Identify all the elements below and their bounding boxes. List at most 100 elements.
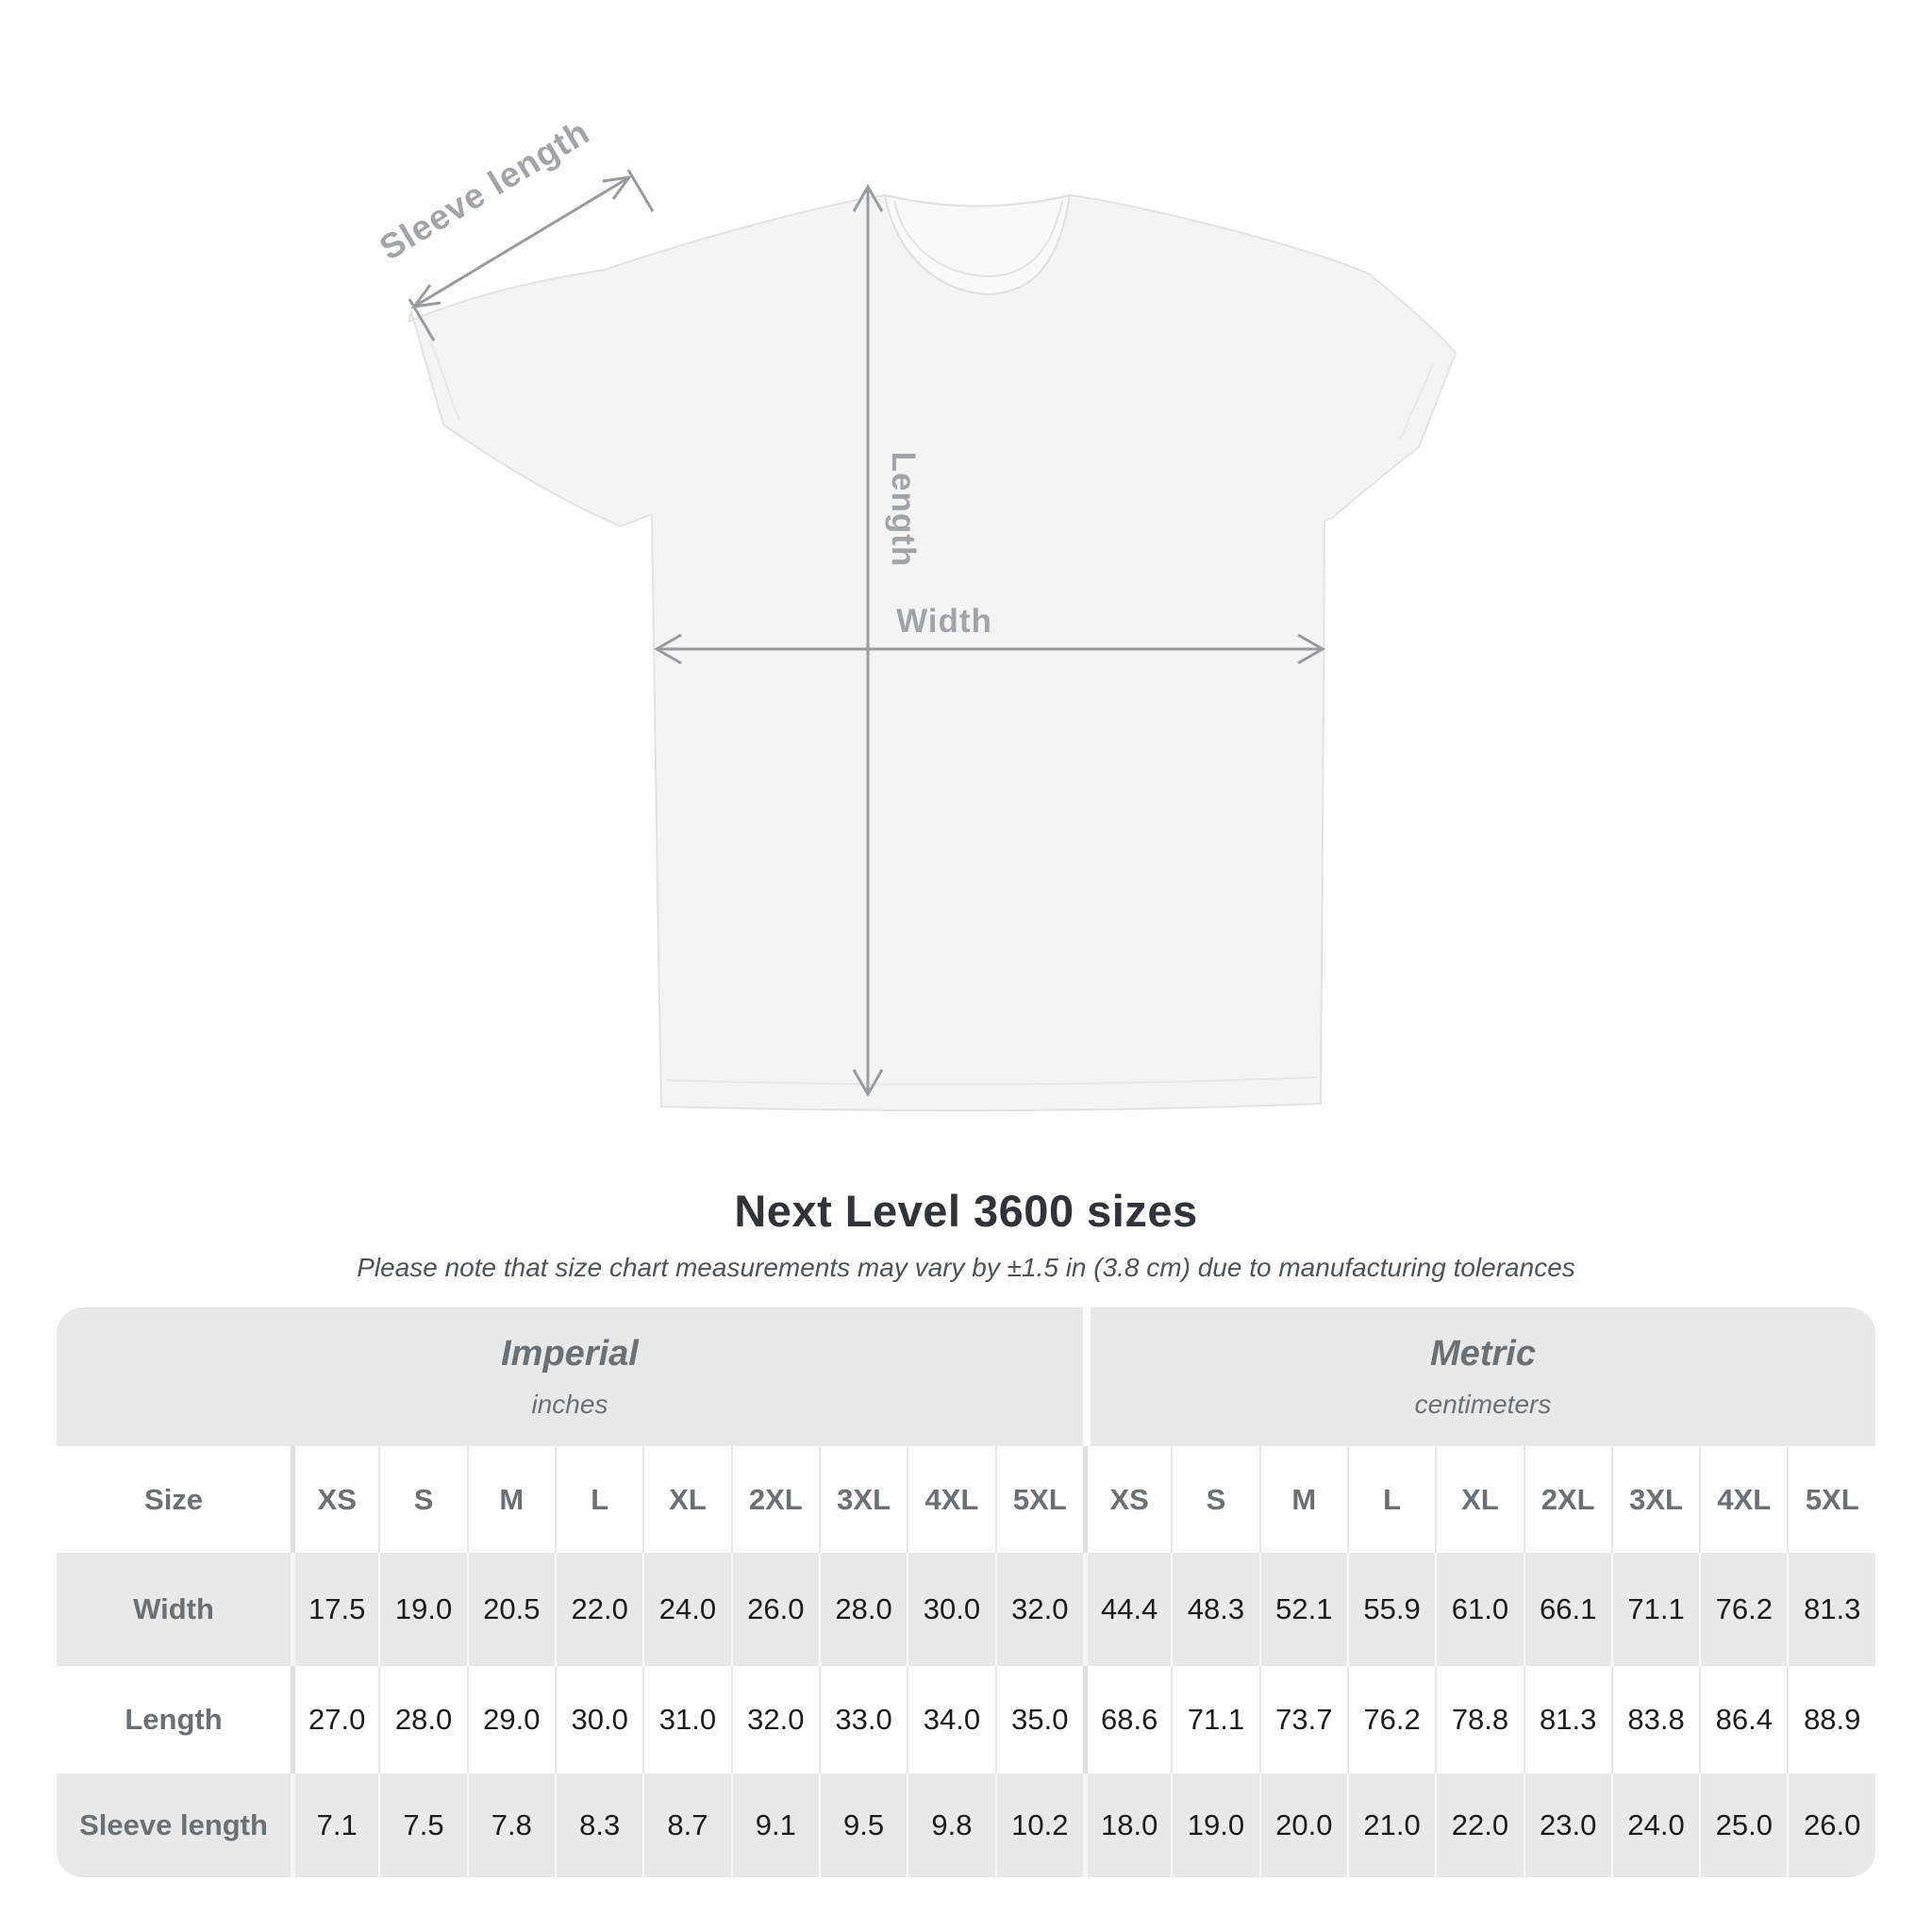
value-cell: 61.0 bbox=[1435, 1553, 1523, 1666]
value-cell: 19.0 bbox=[1171, 1774, 1258, 1877]
value-cell: 28.0 bbox=[378, 1666, 466, 1774]
size-table-grid: Imperial inches Metric centimeters Size X… bbox=[57, 1307, 1875, 1877]
metric-group-header: Metric centimeters bbox=[1082, 1307, 1875, 1446]
value-cell: 81.3 bbox=[1523, 1666, 1611, 1774]
row-width: Width 17.5 19.0 20.5 22.0 24.0 26.0 28.0 30.0 32.… bbox=[57, 1553, 1875, 1666]
value-cell: 71.1 bbox=[1171, 1666, 1258, 1774]
imperial-group-header: Imperial inches bbox=[57, 1307, 1083, 1446]
value-cell: 81.3 bbox=[1787, 1553, 1875, 1666]
size-header-cell: 3XL bbox=[1610, 1446, 1699, 1553]
sleeve-length-label: Sleeve length bbox=[373, 112, 596, 268]
value-cell: 55.9 bbox=[1346, 1553, 1435, 1666]
value-cell: 22.0 bbox=[1435, 1774, 1523, 1877]
collar-rib-seam bbox=[893, 200, 1063, 278]
value-cell: 86.4 bbox=[1699, 1666, 1787, 1774]
row-label: Width bbox=[133, 1592, 214, 1625]
value-cell: 68.6 bbox=[1082, 1666, 1171, 1774]
value-cell: 20.0 bbox=[1258, 1774, 1347, 1877]
value-cell: 76.2 bbox=[1346, 1666, 1435, 1774]
tshirt-measurement-diagram: Sleeve length Length Width bbox=[373, 112, 1457, 1112]
value-cell: 8.3 bbox=[555, 1774, 642, 1877]
collar-band bbox=[883, 193, 1072, 296]
value-cell: 22.0 bbox=[555, 1553, 642, 1666]
tshirt-outline bbox=[408, 194, 1457, 1112]
value-cell: 9.5 bbox=[818, 1774, 907, 1877]
width-arrow bbox=[653, 633, 1326, 665]
value-cell: 32.0 bbox=[730, 1666, 819, 1774]
page-subtitle: Please note that size chart measurements… bbox=[357, 1253, 1575, 1282]
size-header-cell: 3XL bbox=[818, 1446, 907, 1553]
value-cell: 33.0 bbox=[818, 1666, 907, 1774]
size-header-cell: XL bbox=[642, 1446, 730, 1553]
size-header-cell: S bbox=[378, 1446, 466, 1553]
row-label: Sleeve length bbox=[79, 1808, 268, 1841]
size-header-cell: S bbox=[1171, 1446, 1258, 1553]
value-cell: 35.0 bbox=[994, 1666, 1083, 1774]
size-header-cell: 5XL bbox=[1787, 1446, 1875, 1553]
value-cell: 25.0 bbox=[1699, 1774, 1787, 1877]
row-sleeve-length: Sleeve length 7.1 7.5 7.8 8.3 8.7 9.1 9.5 9.8 10.… bbox=[57, 1774, 1875, 1877]
value-cell: 88.9 bbox=[1787, 1666, 1875, 1774]
page-title: Next Level 3600 sizes bbox=[734, 1186, 1198, 1236]
size-header-cell: XS bbox=[1082, 1446, 1171, 1553]
row-label: Length bbox=[125, 1703, 223, 1736]
size-header-cell: M bbox=[1258, 1446, 1347, 1553]
value-cell: 9.8 bbox=[907, 1774, 994, 1877]
unit-group-row: Imperial inches Metric centimeters bbox=[57, 1307, 1875, 1446]
value-cell: 73.7 bbox=[1258, 1666, 1347, 1774]
size-table-body: Size XS S M L XL 2XL 3XL 4XL 5XL XS S M L XL 2XL 3XL 4XL 5… bbox=[57, 1446, 1875, 1877]
length-arrow bbox=[852, 183, 884, 1098]
value-cell: 8.7 bbox=[642, 1774, 730, 1877]
size-header-cell: 2XL bbox=[1523, 1446, 1611, 1553]
value-cell: 21.0 bbox=[1346, 1774, 1435, 1877]
value-cell: 24.0 bbox=[642, 1553, 730, 1666]
size-header-cell: 2XL bbox=[730, 1446, 819, 1553]
value-cell: 29.0 bbox=[466, 1666, 555, 1774]
size-header-cell: XS bbox=[291, 1446, 378, 1553]
value-cell: 76.2 bbox=[1699, 1553, 1787, 1666]
size-header-cell: M bbox=[466, 1446, 555, 1553]
value-cell: 71.1 bbox=[1610, 1553, 1699, 1666]
hem-seam bbox=[665, 1076, 1319, 1086]
value-cell: 78.8 bbox=[1435, 1666, 1523, 1774]
value-cell: 24.0 bbox=[1610, 1774, 1699, 1877]
value-cell: 26.0 bbox=[730, 1553, 819, 1666]
value-cell: 30.0 bbox=[555, 1666, 642, 1774]
value-cell: 10.2 bbox=[994, 1774, 1083, 1877]
value-cell: 28.0 bbox=[818, 1553, 907, 1666]
value-cell: 83.8 bbox=[1610, 1666, 1699, 1774]
value-cell: 27.0 bbox=[291, 1666, 378, 1774]
value-cell: 19.0 bbox=[378, 1553, 466, 1666]
value-cell: 32.0 bbox=[994, 1553, 1083, 1666]
row-length: Length 27.0 28.0 29.0 30.0 31.0 32.0 33.0 34.0 35… bbox=[57, 1666, 1875, 1774]
metric-label: Metric bbox=[1430, 1334, 1536, 1374]
size-column-header: Size bbox=[144, 1482, 204, 1516]
value-cell: 26.0 bbox=[1787, 1774, 1875, 1877]
size-header-cell: 4XL bbox=[907, 1446, 994, 1553]
value-cell: 30.0 bbox=[907, 1553, 994, 1666]
value-cell: 34.0 bbox=[907, 1666, 994, 1774]
left-sleeve-hem-seam bbox=[425, 328, 460, 422]
sleeve-length-arrow bbox=[408, 169, 655, 341]
value-cell: 7.5 bbox=[378, 1774, 466, 1877]
metric-unit-label: centimeters bbox=[1414, 1390, 1552, 1419]
value-cell: 44.4 bbox=[1082, 1553, 1171, 1666]
size-header-cell: L bbox=[555, 1446, 642, 1553]
value-cell: 20.5 bbox=[466, 1553, 555, 1666]
value-cell: 9.1 bbox=[730, 1774, 819, 1877]
size-header-row: Size XS S M L XL 2XL 3XL 4XL 5XL XS S M L XL 2XL 3XL 4XL 5… bbox=[57, 1446, 1875, 1553]
width-label: Width bbox=[896, 603, 992, 640]
value-cell: 18.0 bbox=[1082, 1774, 1171, 1877]
value-cell: 31.0 bbox=[642, 1666, 730, 1774]
value-cell: 23.0 bbox=[1523, 1774, 1611, 1877]
value-cell: 7.8 bbox=[466, 1774, 555, 1877]
value-cell: 52.1 bbox=[1258, 1553, 1347, 1666]
length-label: Length bbox=[885, 452, 922, 568]
size-table: Imperial inches Metric centimeters Size X… bbox=[57, 1307, 1875, 1877]
right-sleeve-hem-seam bbox=[1399, 361, 1435, 441]
value-cell: 17.5 bbox=[291, 1553, 378, 1666]
size-header-cell: XL bbox=[1435, 1446, 1523, 1553]
value-cell: 7.1 bbox=[291, 1774, 378, 1877]
value-cell: 66.1 bbox=[1523, 1553, 1611, 1666]
